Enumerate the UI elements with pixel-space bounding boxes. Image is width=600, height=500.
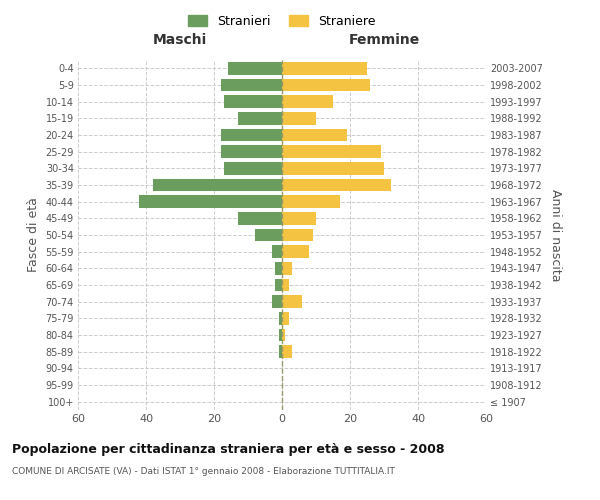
Bar xyxy=(282,62,367,74)
Bar xyxy=(278,329,282,341)
Y-axis label: Anni di nascita: Anni di nascita xyxy=(550,188,562,281)
Bar xyxy=(282,229,313,241)
Bar xyxy=(278,346,282,358)
Bar xyxy=(275,279,282,291)
Bar xyxy=(282,129,347,141)
Y-axis label: Fasce di età: Fasce di età xyxy=(27,198,40,272)
Bar xyxy=(282,162,384,174)
Bar xyxy=(224,96,282,108)
Bar xyxy=(255,229,282,241)
Bar xyxy=(272,246,282,258)
Bar xyxy=(282,96,333,108)
Bar xyxy=(227,62,282,74)
Bar xyxy=(282,179,391,192)
Text: Popolazione per cittadinanza straniera per età e sesso - 2008: Popolazione per cittadinanza straniera p… xyxy=(12,442,445,456)
Bar xyxy=(282,262,292,274)
Bar xyxy=(282,212,316,224)
Text: Maschi: Maschi xyxy=(153,32,207,46)
Bar xyxy=(221,129,282,141)
Bar xyxy=(278,312,282,324)
Bar xyxy=(282,196,340,208)
Bar xyxy=(282,296,302,308)
Bar xyxy=(153,179,282,192)
Bar xyxy=(221,79,282,92)
Text: COMUNE DI ARCISATE (VA) - Dati ISTAT 1° gennaio 2008 - Elaborazione TUTTITALIA.I: COMUNE DI ARCISATE (VA) - Dati ISTAT 1° … xyxy=(12,468,395,476)
Bar xyxy=(282,112,316,124)
Text: Femmine: Femmine xyxy=(349,32,419,46)
Bar xyxy=(282,246,309,258)
Bar xyxy=(139,196,282,208)
Legend: Stranieri, Straniere: Stranieri, Straniere xyxy=(185,11,379,32)
Bar xyxy=(221,146,282,158)
Bar xyxy=(282,279,289,291)
Bar xyxy=(282,312,289,324)
Bar xyxy=(224,162,282,174)
Bar xyxy=(282,146,380,158)
Bar xyxy=(272,296,282,308)
Bar xyxy=(282,329,286,341)
Bar xyxy=(282,346,292,358)
Bar xyxy=(238,112,282,124)
Bar xyxy=(282,79,370,92)
Bar xyxy=(238,212,282,224)
Bar xyxy=(275,262,282,274)
